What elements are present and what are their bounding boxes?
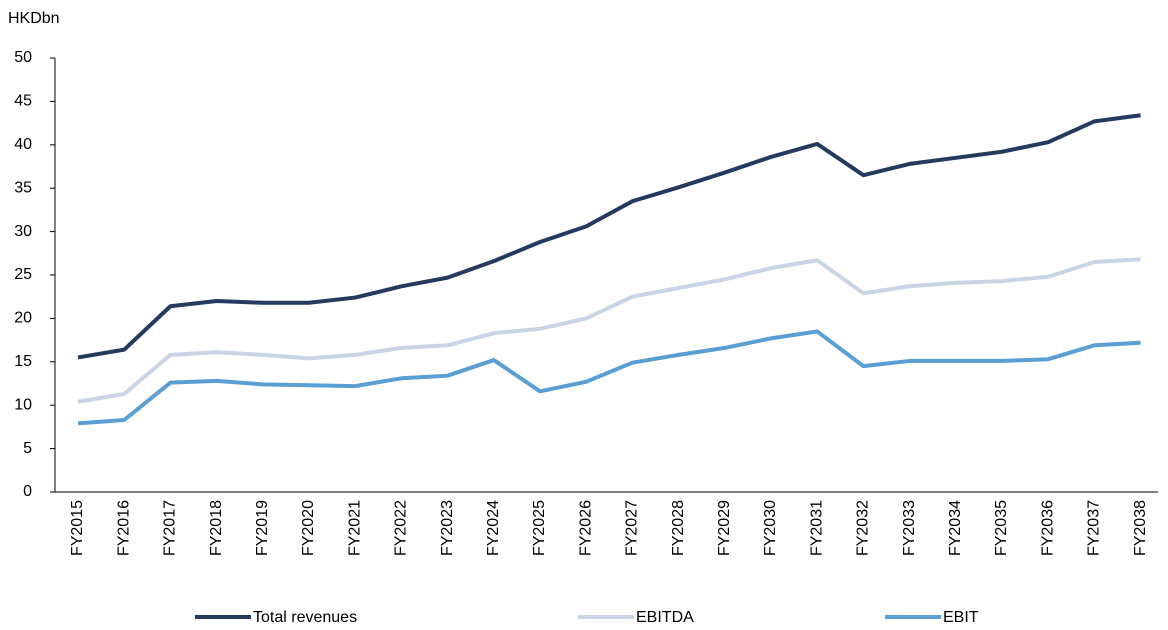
y-tick-label: 40 (14, 136, 32, 153)
y-tick-label: 0 (23, 483, 32, 500)
x-tick-label: FY2015 (69, 500, 86, 556)
x-tick-label: FY2037 (1086, 500, 1103, 556)
x-tick-label: FY2026 (577, 500, 594, 556)
series-line (77, 113, 1141, 360)
series-line (77, 329, 1141, 426)
x-tick-label: FY2036 (1039, 500, 1056, 556)
x-tick-label: FY2020 (300, 500, 317, 556)
x-tick-label: FY2018 (208, 500, 225, 556)
x-tick-label: FY2033 (901, 500, 918, 556)
y-tick-label: 10 (14, 396, 32, 413)
x-tick-label: FY2023 (439, 500, 456, 556)
x-tick-label: FY2024 (485, 500, 502, 556)
x-tick-label: FY2021 (346, 500, 363, 556)
series-line (77, 257, 1141, 404)
x-tick-label: FY2035 (993, 500, 1010, 556)
x-tick-label: FY2029 (716, 500, 733, 556)
y-axis-label: HKDbn (8, 10, 60, 27)
legend-label: EBITDA (636, 609, 694, 626)
x-tick-label: FY2034 (947, 500, 964, 556)
x-tick-label: FY2032 (855, 500, 872, 556)
x-tick-label: FY2022 (393, 500, 410, 556)
x-tick-label: FY2031 (808, 500, 825, 556)
y-tick-label: 20 (14, 310, 32, 327)
x-tick-label: FY2038 (1132, 500, 1149, 556)
y-tick-label: 5 (23, 440, 32, 457)
x-tick-label: FY2030 (762, 500, 779, 556)
y-tick-label: 35 (14, 179, 32, 196)
x-tick-label: FY2019 (254, 500, 271, 556)
legend-label: EBIT (943, 609, 979, 626)
y-tick-label: 30 (14, 223, 32, 240)
x-tick-label: FY2028 (670, 500, 687, 556)
legend-label: Total revenues (253, 609, 357, 626)
y-tick-label: 25 (14, 266, 32, 283)
y-tick-label: 45 (14, 93, 32, 110)
x-tick-label: FY2025 (531, 500, 548, 556)
x-tick-label: FY2017 (162, 500, 179, 556)
y-tick-label: 50 (14, 49, 32, 66)
y-tick-label: 15 (14, 353, 32, 370)
x-tick-label: FY2027 (624, 500, 641, 556)
x-tick-label: FY2016 (115, 500, 132, 556)
